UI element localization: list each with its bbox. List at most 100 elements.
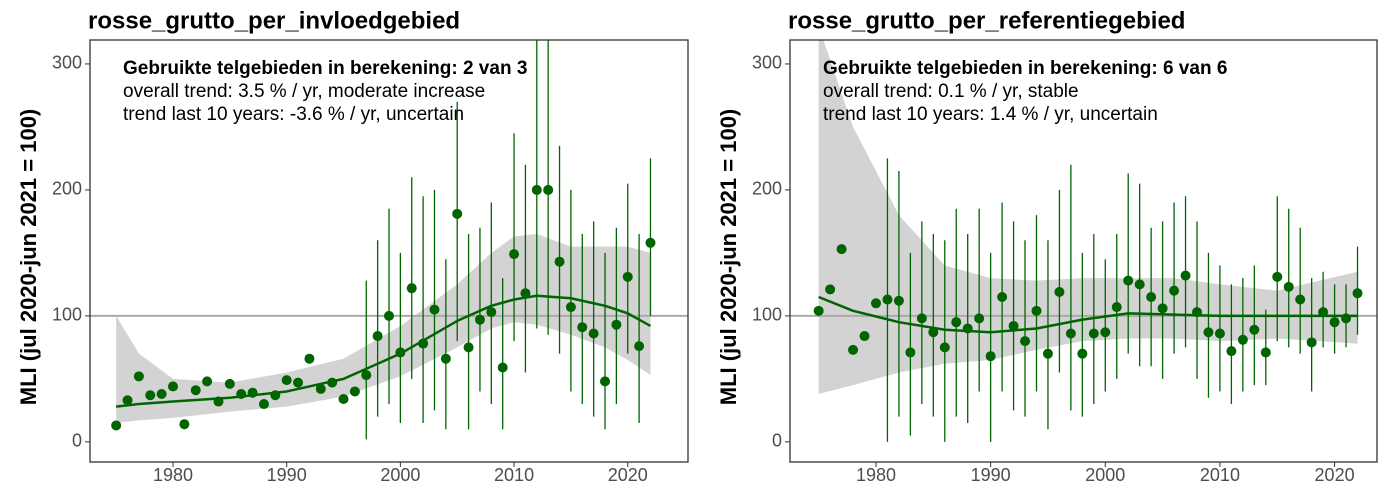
data-point <box>281 375 292 386</box>
data-point <box>1054 286 1065 297</box>
data-point <box>882 294 893 305</box>
y-tick-label: 300 <box>752 53 782 73</box>
x-tick-label: 1980 <box>153 465 193 485</box>
x-tick-label: 2010 <box>494 465 534 485</box>
data-point <box>1329 317 1340 328</box>
plot-area <box>790 40 1377 442</box>
y-tick-label: 0 <box>72 431 82 451</box>
plot-border <box>789 39 1378 463</box>
data-point <box>1341 313 1352 324</box>
data-point <box>1065 328 1076 339</box>
data-point <box>179 419 190 430</box>
annotation: overall trend: 3.5 % / yr, moderate incr… <box>123 81 485 102</box>
data-point <box>440 353 451 364</box>
annotation: Gebruikte telgebieden in berekening: 6 v… <box>823 58 1227 79</box>
data-point <box>156 388 167 399</box>
y-tick-label: 100 <box>752 305 782 325</box>
x-tick-label: 2000 <box>1085 465 1125 485</box>
data-point <box>1295 294 1306 305</box>
data-point <box>247 387 258 398</box>
data-point <box>531 184 542 195</box>
x-tick-label: 2020 <box>608 465 648 485</box>
x-tick-label: 2000 <box>380 465 420 485</box>
data-point <box>111 420 122 431</box>
data-point <box>1283 281 1294 292</box>
data-point <box>1203 327 1214 338</box>
data-point <box>384 310 394 321</box>
data-point <box>122 395 133 406</box>
data-point <box>1214 328 1225 339</box>
x-tick-label: 2010 <box>1200 465 1240 485</box>
data-point <box>543 184 554 195</box>
data-point <box>1134 279 1145 290</box>
y-tick-label: 200 <box>52 179 82 199</box>
data-point <box>474 314 485 325</box>
data-point <box>916 313 927 324</box>
trend-line <box>818 295 1358 334</box>
y-tick-label: 0 <box>772 431 782 451</box>
data-point <box>463 342 474 353</box>
data-point <box>236 388 247 399</box>
data-point <box>1031 305 1042 316</box>
plot-area <box>90 40 688 440</box>
data-point <box>939 342 950 353</box>
data-point <box>1260 347 1271 358</box>
data-point <box>327 377 338 388</box>
annotation: trend last 10 years: 1.4 % / yr, uncerta… <box>823 104 1158 125</box>
x-tick-label: 1990 <box>971 465 1011 485</box>
y-axis-label: MLI (jul 2020-jun 2021 = 100) <box>16 109 41 406</box>
data-point <box>962 323 973 334</box>
data-point <box>1088 328 1099 339</box>
confidence-band <box>818 40 1358 394</box>
plot-border <box>89 39 689 463</box>
data-point <box>893 295 904 306</box>
data-point <box>985 351 996 362</box>
data-point <box>1146 291 1157 302</box>
data-point <box>600 376 611 387</box>
data-point <box>1111 302 1122 313</box>
data-point <box>848 344 859 355</box>
y-tick-label: 300 <box>52 53 82 73</box>
panel: rosse_grutto_per_invloedgebied MLI (jul 2… <box>16 7 689 485</box>
data-point <box>1123 275 1134 286</box>
data-point <box>1008 320 1019 331</box>
data-point <box>588 328 599 339</box>
data-point <box>1306 337 1317 348</box>
data-point <box>418 338 429 349</box>
data-point <box>577 322 588 333</box>
data-point <box>133 371 144 382</box>
data-point <box>1192 307 1203 318</box>
panel: rosse_grutto_per_referentiegebied MLI (ju… <box>716 7 1378 485</box>
data-point <box>611 319 622 330</box>
data-point <box>645 237 656 248</box>
y-axis-label: MLI (jul 2020-jun 2021 = 100) <box>716 109 741 406</box>
data-point <box>565 302 576 313</box>
y-tick-label: 200 <box>752 179 782 199</box>
data-point <box>1180 270 1191 281</box>
data-point <box>145 390 156 401</box>
data-point <box>304 353 315 364</box>
data-point <box>825 284 836 295</box>
data-point <box>1249 324 1260 335</box>
data-point <box>554 256 565 267</box>
data-point <box>928 327 939 338</box>
data-point <box>870 298 881 309</box>
data-point <box>395 347 406 358</box>
data-point <box>270 390 281 401</box>
data-point <box>1100 327 1111 338</box>
data-point <box>813 305 824 316</box>
data-point <box>406 283 417 294</box>
data-point <box>167 381 178 392</box>
data-point <box>520 288 531 299</box>
data-point <box>372 331 383 342</box>
data-point <box>190 385 201 396</box>
data-point <box>1042 348 1053 359</box>
data-point <box>1272 271 1283 282</box>
data-point <box>1077 348 1088 359</box>
x-tick-label: 1980 <box>856 465 896 485</box>
data-point <box>1020 336 1031 347</box>
annotation: overall trend: 0.1 % / yr, stable <box>823 81 1079 102</box>
x-tick-label: 2020 <box>1315 465 1355 485</box>
data-point <box>974 313 985 324</box>
